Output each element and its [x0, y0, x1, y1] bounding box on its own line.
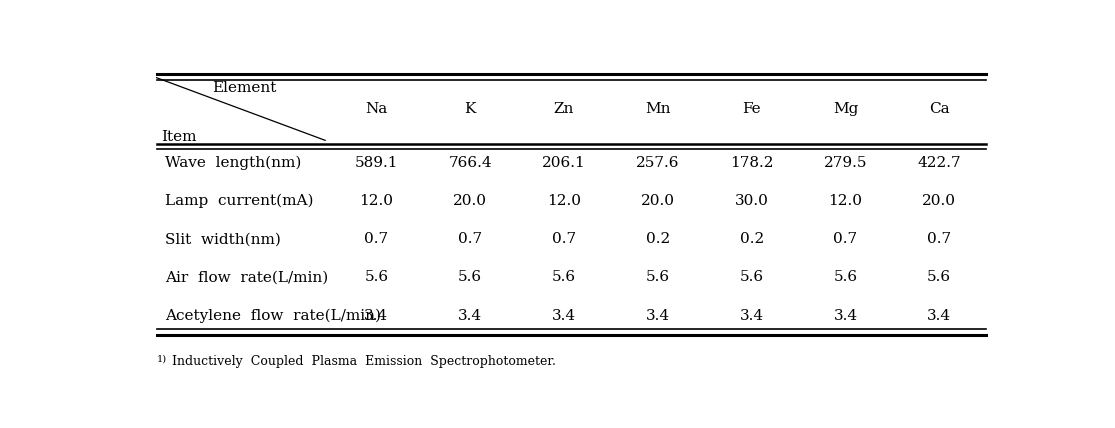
- Text: Item: Item: [161, 131, 196, 145]
- Text: 3.4: 3.4: [833, 309, 857, 323]
- Text: 5.6: 5.6: [646, 270, 670, 285]
- Text: 12.0: 12.0: [547, 194, 581, 208]
- Text: 20.0: 20.0: [641, 194, 675, 208]
- Text: Fe: Fe: [743, 102, 760, 116]
- Text: Wave  length(nm): Wave length(nm): [165, 155, 302, 170]
- Text: 0.7: 0.7: [833, 232, 857, 246]
- Text: 0.2: 0.2: [739, 232, 764, 246]
- Text: Acetylene  flow  rate(L/min): Acetylene flow rate(L/min): [165, 309, 381, 323]
- Text: 3.4: 3.4: [739, 309, 764, 323]
- Text: 3.4: 3.4: [646, 309, 670, 323]
- Text: Na: Na: [366, 102, 388, 116]
- Text: 0.2: 0.2: [646, 232, 670, 246]
- Text: Mn: Mn: [646, 102, 670, 116]
- Text: 206.1: 206.1: [542, 156, 585, 170]
- Text: Mg: Mg: [833, 102, 859, 116]
- Text: 5.6: 5.6: [552, 270, 576, 285]
- Text: Inductively  Coupled  Plasma  Emission  Spectrophotometer.: Inductively Coupled Plasma Emission Spec…: [172, 354, 556, 368]
- Text: 589.1: 589.1: [355, 156, 398, 170]
- Text: 12.0: 12.0: [828, 194, 863, 208]
- Text: 0.7: 0.7: [928, 232, 951, 246]
- Text: 0.7: 0.7: [365, 232, 388, 246]
- Text: Slit  width(nm): Slit width(nm): [165, 232, 281, 246]
- Text: 5.6: 5.6: [365, 270, 388, 285]
- Text: 178.2: 178.2: [730, 156, 774, 170]
- Text: 20.0: 20.0: [453, 194, 487, 208]
- Text: Zn: Zn: [554, 102, 574, 116]
- Text: Air  flow  rate(L/min): Air flow rate(L/min): [165, 270, 329, 285]
- Text: 279.5: 279.5: [824, 156, 867, 170]
- Text: 5.6: 5.6: [739, 270, 764, 285]
- Text: Ca: Ca: [929, 102, 950, 116]
- Text: 3.4: 3.4: [365, 309, 388, 323]
- Text: 1): 1): [156, 354, 167, 363]
- Text: K: K: [465, 102, 476, 116]
- Text: 422.7: 422.7: [918, 156, 961, 170]
- Text: Element: Element: [212, 81, 277, 95]
- Text: 5.6: 5.6: [928, 270, 951, 285]
- Text: 5.6: 5.6: [833, 270, 857, 285]
- Text: 0.7: 0.7: [552, 232, 576, 246]
- Text: 0.7: 0.7: [458, 232, 483, 246]
- Text: 20.0: 20.0: [922, 194, 957, 208]
- Text: 257.6: 257.6: [636, 156, 680, 170]
- Text: 3.4: 3.4: [552, 309, 576, 323]
- Text: 5.6: 5.6: [458, 270, 483, 285]
- Text: Lamp  current(mA): Lamp current(mA): [165, 194, 313, 208]
- Text: 12.0: 12.0: [359, 194, 394, 208]
- Text: 766.4: 766.4: [448, 156, 492, 170]
- Text: 3.4: 3.4: [458, 309, 483, 323]
- Text: 30.0: 30.0: [735, 194, 768, 208]
- Text: 3.4: 3.4: [928, 309, 951, 323]
